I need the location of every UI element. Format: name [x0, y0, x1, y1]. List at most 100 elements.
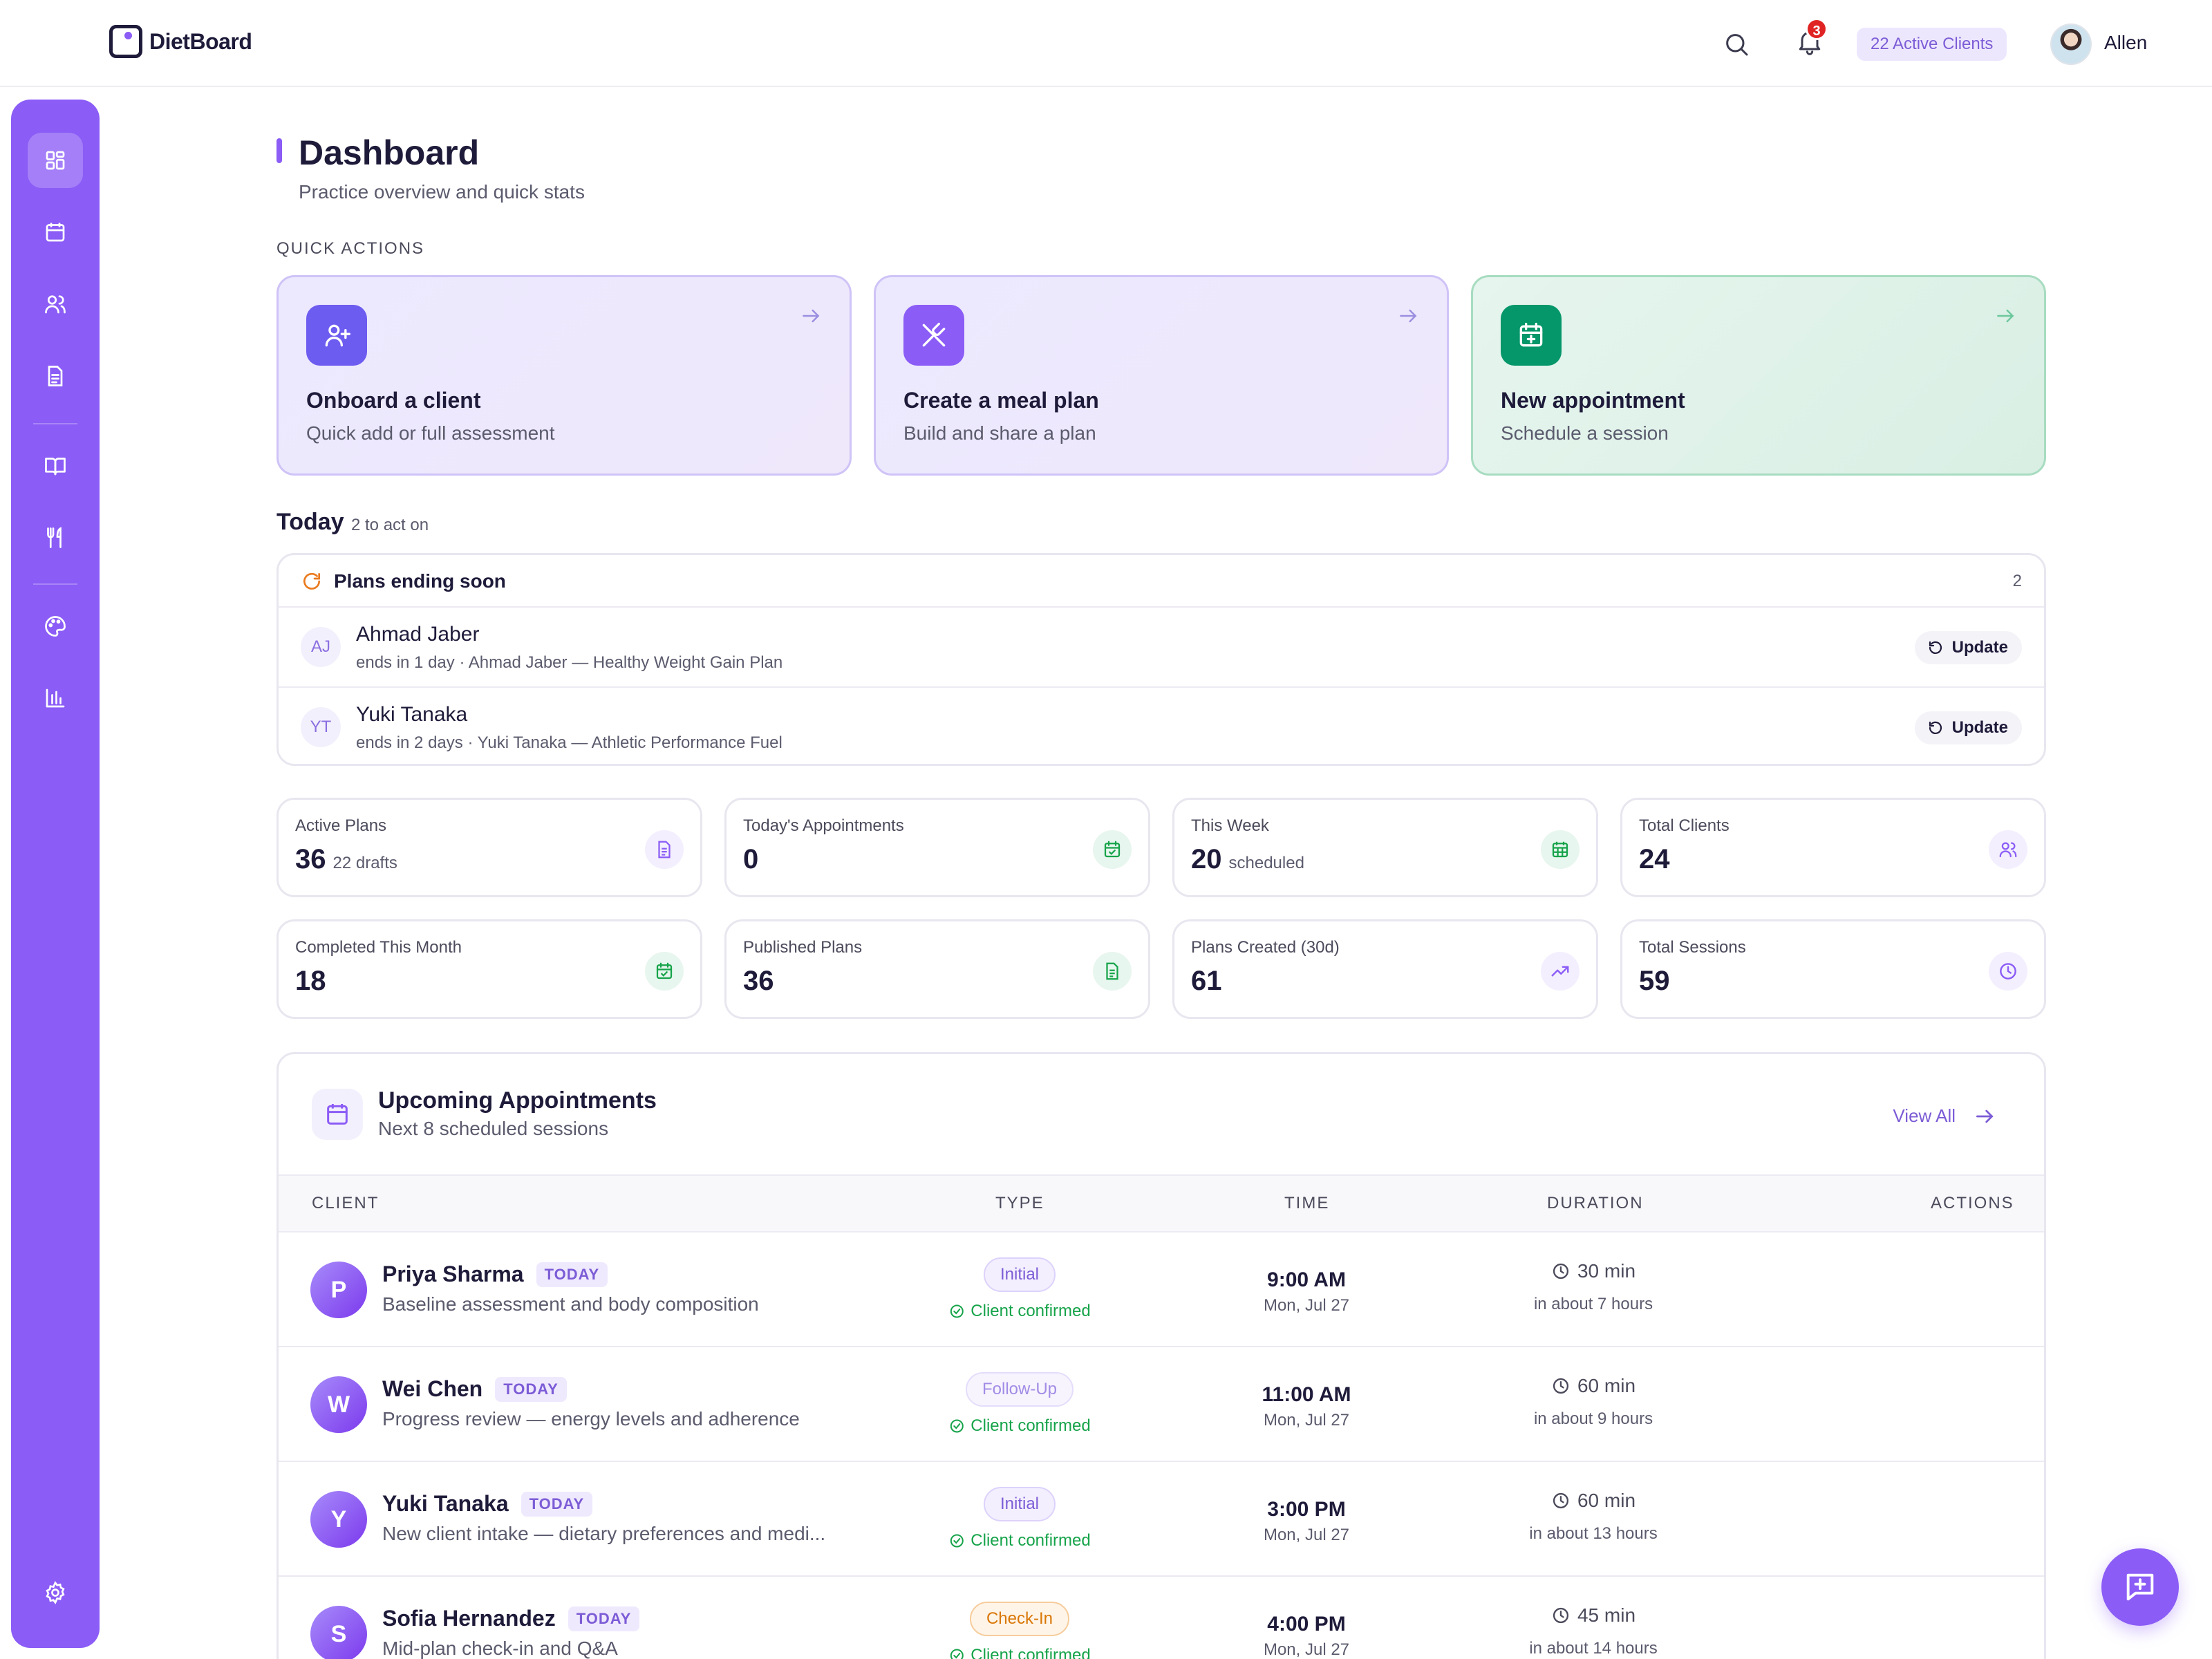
stat-total-sessions[interactable]: Total Sessions 59 [1620, 919, 2046, 1019]
appointment-duration: 45 min [1551, 1604, 1635, 1627]
utensils-crossed-icon [922, 322, 946, 347]
client-avatar: Y [310, 1491, 367, 1548]
table-row[interactable]: P Priya Sharma TODAY Baseline assessment … [279, 1232, 2044, 1347]
stat-plans-created[interactable]: Plans Created (30d) 61 [1172, 919, 1598, 1019]
today-subtitle: 2 to act on [351, 516, 429, 534]
qa-title: New appointment [1501, 388, 1685, 413]
top-bar: DietBoard 3 22 Active Clients Allen [0, 0, 2212, 87]
arrow-right-icon [803, 309, 820, 323]
sidebar-item-settings[interactable] [28, 1565, 83, 1620]
stat-icon-box [1541, 830, 1580, 869]
stat-this-week[interactable]: This Week 20 scheduled [1172, 798, 1598, 897]
client-initials-avatar: YT [301, 707, 341, 747]
user-name[interactable]: Allen [2104, 32, 2148, 53]
onboard-client-card[interactable]: Onboard a client Quick add or full asses… [276, 275, 852, 476]
check-circle-icon [950, 1419, 964, 1433]
upcoming-appointments-panel: Upcoming Appointments Next 8 scheduled s… [276, 1052, 2046, 1659]
appointment-time: 4:00 PM [1267, 1613, 1346, 1635]
sidebar-item-clients[interactable] [28, 276, 83, 332]
sidebar-item-plans[interactable] [28, 348, 83, 404]
stat-total-clients[interactable]: Total Clients 24 [1620, 798, 2046, 897]
check-circle-icon [950, 1534, 964, 1548]
stat-label: Today's Appointments [743, 816, 904, 835]
document-icon [48, 366, 63, 386]
stat-label: Completed This Month [295, 938, 462, 957]
client-name: Yuki Tanaka TODAY [382, 1491, 593, 1517]
clock-icon [1553, 1492, 1569, 1509]
sidebar-item-library[interactable] [28, 438, 83, 494]
update-button[interactable]: Update [1914, 711, 2022, 744]
users-icon [45, 295, 66, 314]
page-subtitle: Practice overview and quick stats [299, 181, 585, 203]
confirmation-status: Client confirmed [948, 1646, 1091, 1659]
qa-title: Create a meal plan [903, 388, 1099, 413]
stat-extra: scheduled [1228, 854, 1304, 872]
appointment-duration: 30 min [1551, 1260, 1635, 1282]
appointment-description: Progress review — energy levels and adhe… [382, 1408, 800, 1430]
today-badge: TODAY [495, 1376, 567, 1402]
calendar-grid-icon [1552, 841, 1568, 858]
qa-icon-box [903, 305, 964, 366]
today-title: Today [276, 509, 344, 535]
stat-active-plans[interactable]: Active Plans 36 22 drafts [276, 798, 702, 897]
create-meal-plan-card[interactable]: Create a meal plan Build and share a pla… [874, 275, 1449, 476]
appointment-date: Mon, Jul 27 [1263, 1411, 1350, 1430]
new-appointment-card[interactable]: New appointment Schedule a session [1471, 275, 2046, 476]
appointment-relative-time: in about 7 hours [1533, 1295, 1653, 1313]
book-icon [45, 458, 66, 476]
table-row[interactable]: S Sofia Hernandez TODAY Mid-plan check-in… [279, 1577, 2044, 1659]
dashboard-icon [46, 151, 65, 170]
client-name: Wei Chen TODAY [382, 1376, 567, 1402]
column-header-client: CLIENT [312, 1194, 379, 1212]
stat-value: 0 [743, 844, 759, 874]
calendar-check-icon [1104, 841, 1121, 858]
stat-published-plans[interactable]: Published Plans 36 [724, 919, 1150, 1019]
stat-icon-box [1541, 952, 1580, 991]
logo-mark-icon [109, 25, 142, 58]
message-plus-icon [2126, 1573, 2154, 1601]
document-icon [1106, 962, 1118, 980]
clock-icon [2000, 963, 2016, 980]
plan-row[interactable]: YT Yuki Tanaka ends in 2 days · Yuki Tan… [279, 686, 2044, 764]
app-logo[interactable]: DietBoard [109, 25, 252, 58]
client-name: Yuki Tanaka [356, 703, 468, 726]
sidebar-item-branding[interactable] [28, 599, 83, 654]
appointment-relative-time: in about 14 hours [1529, 1639, 1658, 1658]
clock-icon [1553, 1378, 1569, 1394]
plan-row[interactable]: AJ Ahmad Jaber ends in 1 day · Ahmad Jab… [279, 608, 2044, 686]
appointment-date: Mon, Jul 27 [1263, 1526, 1350, 1544]
appointments-icon-box [312, 1089, 363, 1140]
sidebar-item-recipes[interactable] [28, 510, 83, 565]
stat-extra: 22 drafts [332, 854, 397, 872]
sidebar-item-dashboard[interactable] [28, 133, 83, 188]
feedback-chat-button[interactable] [2101, 1548, 2179, 1626]
client-initials-avatar: AJ [301, 627, 341, 667]
calendar-plus-icon [1519, 322, 1543, 347]
stat-todays-appointments[interactable]: Today's Appointments 0 [724, 798, 1150, 897]
table-row[interactable]: W Wei Chen TODAY Progress review — energy… [279, 1347, 2044, 1462]
stat-value: 61 [1191, 966, 1222, 996]
confirmation-status: Client confirmed [948, 1531, 1091, 1550]
stat-completed-this-month[interactable]: Completed This Month 18 [276, 919, 702, 1019]
stat-icon-box [645, 830, 684, 869]
sidebar-item-analytics[interactable] [28, 671, 83, 726]
update-button[interactable]: Update [1914, 631, 2022, 664]
confirmation-status: Client confirmed [948, 1302, 1091, 1321]
view-all-link[interactable]: View All [1893, 1105, 1956, 1126]
search-icon[interactable] [1723, 30, 1750, 58]
client-avatar: P [310, 1262, 367, 1318]
appointment-relative-time: in about 13 hours [1529, 1524, 1658, 1543]
active-clients-badge[interactable]: 22 Active Clients [1857, 28, 2007, 61]
column-header-duration: DURATION [1547, 1194, 1644, 1212]
client-name: Ahmad Jaber [356, 623, 480, 646]
appointments-header: Upcoming Appointments Next 8 scheduled s… [279, 1054, 2044, 1176]
appointment-time: 9:00 AM [1267, 1268, 1346, 1291]
client-avatar: W [310, 1376, 367, 1433]
sidebar [6, 100, 100, 1648]
qa-subtitle: Schedule a session [1501, 422, 1669, 444]
arrow-right-icon[interactable] [1974, 1105, 1996, 1127]
sidebar-item-calendar[interactable] [28, 205, 83, 260]
user-avatar[interactable] [2050, 24, 2092, 65]
calendar-icon [327, 1104, 348, 1125]
table-row[interactable]: Y Yuki Tanaka TODAY New client intake — d… [279, 1462, 2044, 1577]
